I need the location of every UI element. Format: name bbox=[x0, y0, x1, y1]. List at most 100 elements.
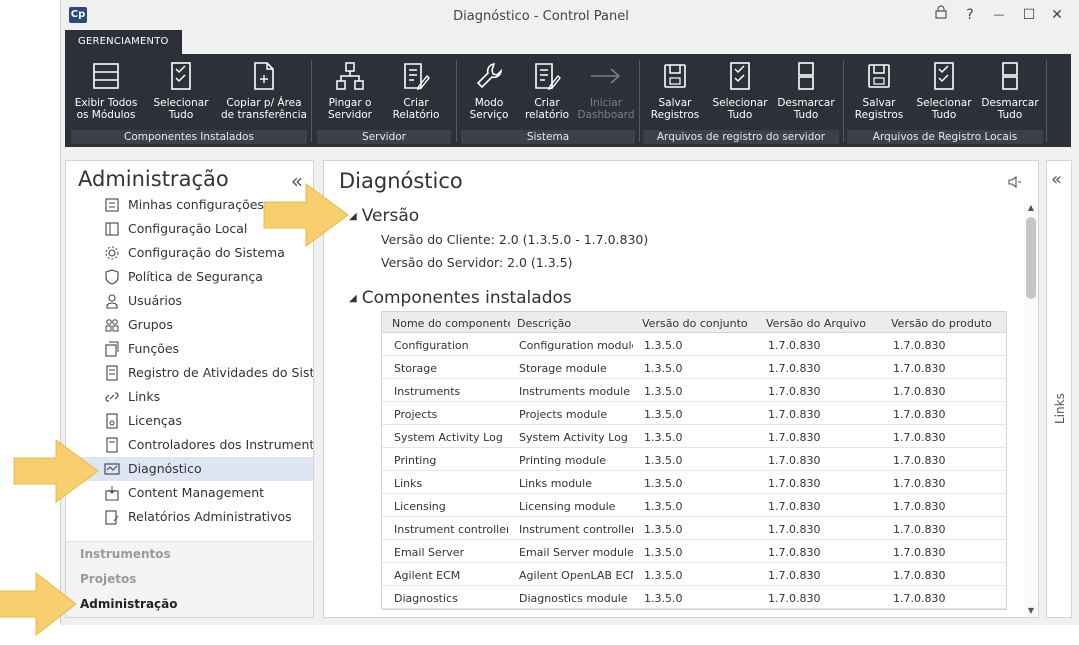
column-header[interactable]: Descrição bbox=[517, 317, 572, 330]
table-row[interactable]: Links Links module 1.3.5.0 1.7.0.830 1.7.0.8… bbox=[382, 471, 1006, 494]
table-row[interactable]: Projects Projects module 1.3.5.0 1.7.0.830 1… bbox=[382, 402, 1006, 425]
nav-item-configuracao-local[interactable]: Configuração Local bbox=[66, 217, 313, 241]
nav-item-label: Relatórios Administrativos bbox=[128, 509, 292, 524]
links-pane: « Links bbox=[1046, 160, 1072, 618]
maximize-button[interactable]: ☐ bbox=[1022, 7, 1036, 23]
column-header[interactable]: Nome do componente bbox=[392, 317, 510, 330]
help-button[interactable]: ? bbox=[966, 7, 974, 23]
lock-icon[interactable] bbox=[929, 5, 953, 25]
diagnostics-content: Diagnóstico ◢ Versão Versão do Cliente: 2… bbox=[323, 160, 1039, 618]
table-cell: Projects module bbox=[519, 408, 608, 421]
ribbon-button-label: Iniciar Dashboard bbox=[577, 97, 635, 121]
nav-item-politica-de-seguranca[interactable]: Política de Segurança bbox=[66, 265, 313, 289]
speaker-icon[interactable] bbox=[1008, 173, 1022, 192]
nav-item-grupos[interactable]: Grupos bbox=[66, 313, 313, 337]
select-all-server-logs-button[interactable]: Selecionar Tudo bbox=[707, 59, 773, 127]
scroll-down-icon[interactable]: ▼ bbox=[1027, 606, 1035, 615]
unchecked-list-icon bbox=[1002, 62, 1018, 90]
nav-item-funcoes[interactable]: Funções bbox=[66, 337, 313, 361]
nav-section-projetos[interactable]: Projetos bbox=[80, 572, 137, 586]
table-body: Configuration Configuration module 1.3.5.0… bbox=[382, 333, 1006, 609]
select-all-local-logs-button[interactable]: Selecionar Tudo bbox=[911, 59, 977, 127]
ping-server-button[interactable]: Pingar o Servidor bbox=[317, 59, 383, 127]
nav-item-minhas-configuracoes[interactable]: Minhas configurações bbox=[66, 193, 313, 217]
create-report-system-button[interactable]: Criar relatório bbox=[517, 59, 577, 127]
table-cell: Configuration bbox=[394, 339, 469, 352]
deselect-all-local-logs-button[interactable]: Desmarcar Tudo bbox=[977, 59, 1043, 127]
minimize-button[interactable]: — bbox=[993, 8, 1005, 21]
table-row[interactable]: Printing Printing module 1.3.5.0 1.7.0.830 1… bbox=[382, 448, 1006, 471]
show-all-modules-button[interactable]: Exibir Todos os Módulos bbox=[71, 59, 141, 127]
scroll-up-icon[interactable]: ▲ bbox=[1027, 203, 1035, 212]
create-report-server-button[interactable]: Criar Relatório bbox=[383, 59, 449, 127]
scrollbar-thumb[interactable] bbox=[1026, 217, 1036, 299]
table-cell: 1.7.0.830 bbox=[893, 408, 946, 421]
table-cell: 1.3.5.0 bbox=[644, 523, 683, 536]
table-row[interactable]: Storage Storage module 1.3.5.0 1.7.0.830 1.7… bbox=[382, 356, 1006, 379]
diagnostics-icon bbox=[104, 463, 120, 475]
table-cell: Projects bbox=[394, 408, 438, 421]
select-all-button[interactable]: Selecionar Tudo bbox=[151, 59, 211, 127]
report-pencil-icon bbox=[535, 63, 561, 91]
ribbon-button-label: Modo Serviço bbox=[469, 97, 509, 121]
table-row[interactable]: Agilent ECM Agilent OpenLAB ECM 1.3.5.0 1.7… bbox=[382, 563, 1006, 586]
nav-item-links[interactable]: Links bbox=[66, 385, 313, 409]
save-logs-local-button[interactable]: Salvar Registros bbox=[847, 59, 911, 127]
table-cell: Storage module bbox=[519, 362, 607, 375]
service-mode-button[interactable]: Modo Serviço bbox=[461, 59, 517, 127]
table-cell: Agilent OpenLAB ECM bbox=[519, 569, 633, 582]
table-cell: 1.7.0.830 bbox=[768, 385, 821, 398]
table-row[interactable]: Email Server Email Server module 1.3.5.0 1.… bbox=[382, 540, 1006, 563]
activity-log-icon bbox=[106, 365, 118, 381]
table-cell: 1.7.0.830 bbox=[768, 454, 821, 467]
deselect-all-server-logs-button[interactable]: Desmarcar Tudo bbox=[773, 59, 839, 127]
table-row[interactable]: Configuration Configuration module 1.3.5.0… bbox=[382, 333, 1006, 356]
save-logs-server-button[interactable]: Salvar Registros bbox=[643, 59, 707, 127]
version-section-heading[interactable]: ◢ Versão bbox=[349, 206, 419, 226]
close-button[interactable]: ✕ bbox=[1051, 7, 1063, 23]
nav-item-registro-de-atividades-do-sistema[interactable]: Registro de Atividades do Sistema bbox=[66, 361, 313, 385]
start-dashboard-button[interactable]: Iniciar Dashboard bbox=[575, 59, 637, 127]
nav-item-diagnostico[interactable]: Diagnóstico bbox=[66, 457, 313, 481]
server-version: Versão do Servidor: 2.0 (1.3.5) bbox=[381, 255, 573, 270]
table-cell: Agilent ECM bbox=[394, 569, 461, 582]
links-pane-label[interactable]: Links bbox=[1053, 393, 1067, 424]
table-row[interactable]: System Activity Log System Activity Log 1.… bbox=[382, 425, 1006, 448]
nav-item-label: Links bbox=[128, 389, 161, 404]
section-heading-text: Componentes instalados bbox=[361, 288, 572, 308]
nav-section-instrumentos[interactable]: Instrumentos bbox=[80, 547, 171, 561]
copy-to-clipboard-button[interactable]: Copiar p/ Área de transferência bbox=[221, 59, 307, 127]
table-cell: Email Server bbox=[394, 546, 465, 559]
nav-item-controladores-dos-instrumentos[interactable]: Controladores dos Instrumentos bbox=[66, 433, 313, 457]
expand-links-button[interactable]: « bbox=[1051, 169, 1063, 190]
components-section-heading[interactable]: ◢ Componentes instalados bbox=[349, 288, 572, 308]
ribbon-button-label: Exibir Todos os Módulos bbox=[74, 97, 138, 121]
nav-item-content-management[interactable]: Content Management bbox=[66, 481, 313, 505]
table-row[interactable]: Instrument controller Instrument controll… bbox=[382, 517, 1006, 540]
table-row[interactable]: Instruments Instruments module 1.3.5.0 1.7.… bbox=[382, 379, 1006, 402]
column-header[interactable]: Versão do conjunto bbox=[642, 317, 748, 330]
nav-item-usuarios[interactable]: Usuários bbox=[66, 289, 313, 313]
table-cell: Printing module bbox=[519, 454, 607, 467]
table-cell: 1.7.0.830 bbox=[768, 339, 821, 352]
table-row[interactable]: Licensing Licensing module 1.3.5.0 1.7.0.83… bbox=[382, 494, 1006, 517]
table-cell: Email Server module bbox=[519, 546, 633, 559]
ribbon-button-label: Selecionar Tudo bbox=[153, 97, 209, 121]
vertical-scrollbar[interactable]: ▲ ▼ bbox=[1024, 203, 1038, 617]
page-title: Diagnóstico bbox=[339, 169, 463, 193]
ribbon-group-sistema: Modo Serviço Criar relatório Iniciar Das… bbox=[461, 59, 635, 147]
table-cell: 1.7.0.830 bbox=[893, 339, 946, 352]
nav-item-licencas[interactable]: Licenças bbox=[66, 409, 313, 433]
nav-item-relatorios-administrativos[interactable]: Relatórios Administrativos bbox=[66, 505, 313, 529]
nav-item-configuracao-do-sistema[interactable]: Configuração do Sistema bbox=[66, 241, 313, 265]
tab-gerenciamento[interactable]: GERENCIAMENTO bbox=[65, 30, 182, 54]
nav-section-administracao[interactable]: Administração bbox=[80, 597, 178, 611]
app-logo: Cp bbox=[69, 7, 87, 23]
save-icon bbox=[868, 64, 890, 88]
collapse-nav-button[interactable]: « bbox=[290, 169, 303, 193]
nav-item-label: Grupos bbox=[128, 317, 173, 332]
column-header[interactable]: Versão do produto bbox=[891, 317, 992, 330]
table-row[interactable]: Diagnostics Diagnostics module 1.3.5.0 1.7.… bbox=[382, 586, 1006, 609]
system-gear-icon bbox=[105, 246, 119, 260]
column-header[interactable]: Versão do Arquivo bbox=[766, 317, 866, 330]
